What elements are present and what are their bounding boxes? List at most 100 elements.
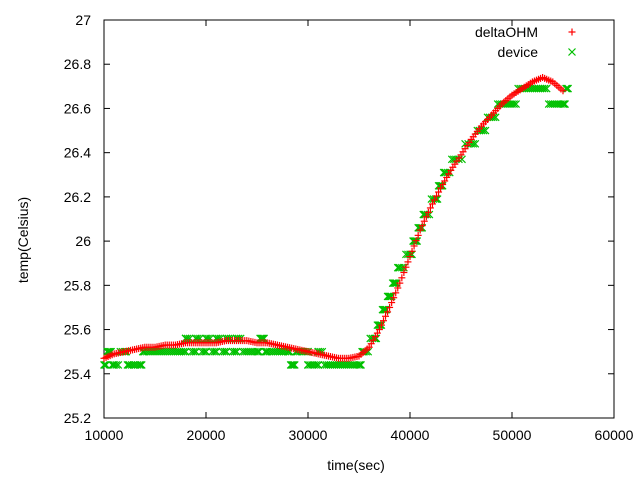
data-point [424,208,432,216]
data-point [356,361,364,369]
data-point [258,334,267,343]
y-tick-label: 26.4 [64,145,91,161]
data-point [542,84,551,93]
data-points [100,73,573,369]
data-point [433,195,442,204]
data-point [441,177,449,185]
data-point [191,347,200,356]
data-point [560,100,568,108]
data-point [290,361,299,369]
data-point [255,347,263,356]
data-point [232,347,241,356]
data-point [179,347,188,356]
data-point [379,317,387,325]
data-point [426,204,434,212]
x-tick-label: 60000 [595,427,634,443]
data-point [357,361,365,369]
data-point [435,188,443,196]
data-point [135,361,144,369]
data-point [369,336,377,344]
data-point [385,292,394,301]
series-deltaohm [100,73,567,362]
y-tick-label: 26.8 [64,56,91,72]
data-point [137,361,146,369]
data-point [386,303,394,311]
data-point [394,284,402,292]
data-point [400,269,408,277]
data-point [414,231,422,239]
data-point [212,347,221,356]
x-tick-label: 30000 [289,427,328,443]
data-point [365,343,373,351]
data-point [253,347,261,356]
data-point [512,100,521,108]
data-point [402,263,410,271]
data-point [287,361,296,369]
data-point [136,361,145,369]
data-point [412,237,420,245]
data-point [375,326,383,334]
data-point [222,347,231,356]
data-point [408,247,416,255]
data-point [288,361,297,369]
data-point [314,361,323,369]
data-point [481,126,490,135]
data-point [220,347,229,356]
data-point [433,192,441,200]
data-point [181,347,190,356]
data-point [382,312,390,320]
x-tick-label: 40000 [391,427,430,443]
x-tick-label: 10000 [85,427,124,443]
data-point [416,226,424,234]
data-point [443,173,451,181]
data-point [428,200,436,208]
data-point [396,279,404,287]
data-point [390,279,399,288]
data-point [189,347,198,356]
legend-marker-deltaohm [568,28,576,36]
data-point [114,361,123,369]
data-point [355,361,363,369]
x-tick-labels: 10000 20000 30000 40000 50000 60000 [85,427,634,443]
x-tick-label: 50000 [493,427,532,443]
y-tick-label: 26.2 [64,189,91,205]
data-point [386,292,395,301]
data-point [210,347,219,356]
data-point [384,292,393,301]
data-point [389,279,398,288]
data-point [510,100,518,108]
legend-label-deltaohm: deltaOHM [475,24,538,40]
data-point [392,289,400,297]
data-point [102,361,110,369]
x-axis-label: time(sec) [327,457,385,473]
data-point [388,299,396,307]
data-point [100,361,108,369]
data-point [254,347,262,356]
x-tick-label: 20000 [187,427,226,443]
y-axis-label: temp(Celsius) [15,197,31,283]
data-point [561,100,569,108]
data-point [418,222,426,230]
y-tick-label: 25.4 [64,366,91,382]
plot-frame [103,19,615,419]
data-point [284,347,293,356]
data-point [430,196,438,204]
data-point [559,87,567,95]
data-point [371,333,379,341]
data-point [422,213,430,221]
legend-markers [568,28,576,56]
data-point [202,347,210,356]
data-point [410,242,418,250]
data-point [112,361,121,369]
data-point [406,253,414,261]
data-point [377,321,385,329]
data-point [367,340,375,348]
data-point [200,347,208,356]
data-point [420,217,428,225]
data-point [390,294,398,302]
data-point [437,184,445,192]
data-point [312,361,321,369]
data-point [398,274,406,282]
legend-label-device: device [498,44,539,60]
